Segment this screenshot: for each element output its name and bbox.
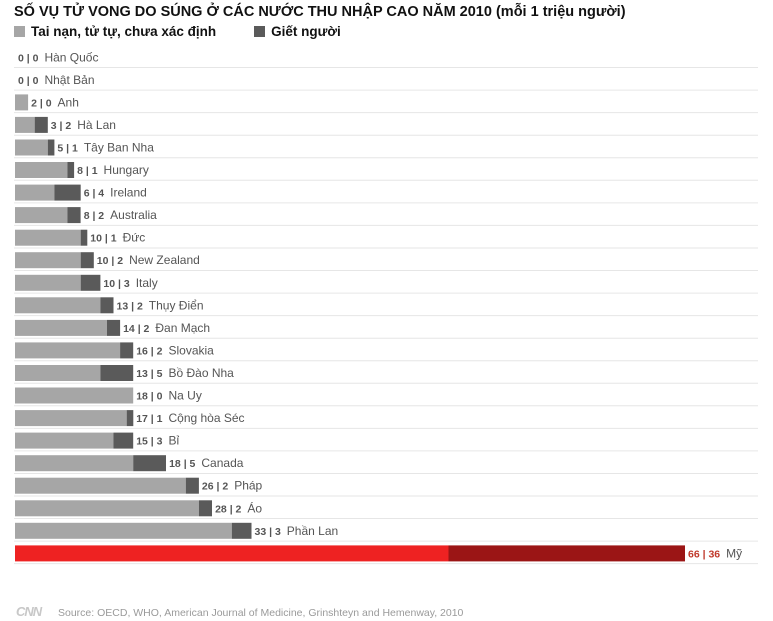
data-label-na-uy: 18 | 0 Na Uy (136, 389, 202, 403)
bar-accident-phap (15, 477, 186, 494)
bar-homicide-cong-hoa-sec (126, 410, 134, 427)
data-label-han-quoc: 0 | 0 Hàn Quốc (18, 50, 98, 64)
data-label-ao: 28 | 2 Áo (215, 500, 262, 515)
bar-homicide-new-zealand (80, 252, 94, 269)
data-label-tay-ban-nha: 5 | 1 Tây Ban Nha (57, 141, 154, 155)
data-label-nhat-ban: 0 | 0 Nhật Bản (18, 73, 95, 87)
legend-label-accident: Tai nạn, tử tự, chưa xác định (31, 24, 217, 39)
legend-swatch-homicide (254, 26, 266, 37)
legend-item-accident: Tai nạn, tử tự, chưa xác định (14, 24, 216, 39)
legend-item-homicide: Giết người (254, 24, 341, 39)
bar-accident-phan-lan (15, 522, 232, 539)
source-note: Source: OECD, WHO, American Journal of M… (58, 607, 464, 619)
data-label-ha-lan: 3 | 2 Hà Lan (51, 118, 116, 132)
bar-homicide-australia (67, 207, 81, 224)
data-label-australia: 8 | 2 Australia (84, 208, 157, 222)
data-label-italy: 10 | 3 Italy (103, 276, 157, 290)
bar-accident-australia (15, 207, 68, 224)
data-label-bo-dao-nha: 13 | 5 Bồ Đào Nha (136, 366, 234, 380)
bar-accident-duc (15, 229, 81, 246)
legend-label-homicide: Giết người (271, 24, 341, 39)
data-label-phap: 26 | 2 Pháp (202, 479, 263, 493)
bar-accident-canada (15, 455, 134, 472)
bar-accident-italy (15, 274, 81, 291)
bar-homicide-italy (80, 274, 101, 291)
data-label-hungary: 8 | 1 Hungary (77, 163, 149, 177)
data-label-slovakia: 16 | 2 Slovakia (136, 343, 214, 357)
legend-swatch-accident (14, 26, 25, 37)
bar-accident-tay-ban-nha (15, 139, 48, 156)
data-label-ireland: 6 | 4 Ireland (84, 186, 147, 200)
bar-accident-ha-lan (15, 116, 35, 133)
bar-homicide-slovakia (120, 342, 134, 359)
bar-accident-na-uy (15, 387, 134, 404)
data-label-duc: 10 | 1 Đức (90, 231, 145, 245)
bar-homicide-tay-ban-nha (47, 139, 55, 156)
bar-accident-cong-hoa-sec (15, 410, 127, 427)
bar-homicide-bi (113, 432, 134, 449)
bar-accident-slovakia (15, 342, 121, 359)
bar-accident-anh (15, 94, 29, 111)
legend: Tai nạn, tử tự, chưa xác định Giết người (14, 24, 379, 39)
bar-homicide-ireland (54, 184, 81, 201)
data-label-canada: 18 | 5 Canada (169, 456, 244, 470)
bar-homicide-ha-lan (34, 116, 48, 133)
bar-homicide-phan-lan (231, 522, 252, 539)
data-label-cong-hoa-sec: 17 | 1 Cộng hòa Séc (136, 411, 244, 425)
data-label-bi: 15 | 3 Bỉ (136, 434, 179, 448)
data-label-thuy-dien: 13 | 2 Thụy Điển (117, 298, 204, 312)
bar-homicide-ao (198, 500, 212, 517)
bar-homicide-bo-dao-nha (100, 365, 134, 381)
cnn-logo: CNN (16, 604, 42, 619)
bar-homicide-canada (133, 455, 166, 472)
data-label-new-zealand: 10 | 2 New Zealand (97, 253, 200, 267)
bar-homicide-duc (80, 229, 88, 246)
bar-homicide-hungary (67, 162, 75, 178)
bar-accident-ireland (15, 184, 55, 201)
bar-accident-dan-mach (15, 319, 107, 336)
bar-homicide-thuy-dien (100, 297, 114, 314)
data-label-anh: 2 | 0 Anh (31, 95, 79, 109)
bar-homicide-phap (185, 477, 199, 494)
bar-accident-my (15, 545, 449, 562)
data-label-my: 66 | 36 Mỹ (688, 546, 742, 560)
bar-accident-bi (15, 432, 114, 449)
bar-homicide-dan-mach (107, 319, 121, 336)
bar-accident-new-zealand (15, 252, 81, 269)
bar-accident-hungary (15, 162, 68, 178)
chart-title: SỐ VỤ TỬ VONG DO SÚNG Ở CÁC NƯỚC THU NHẬ… (14, 4, 626, 20)
data-label-phan-lan: 33 | 3 Phần Lan (255, 524, 339, 538)
bar-accident-ao (15, 500, 199, 517)
bar-accident-thuy-dien (15, 297, 101, 314)
bar-accident-bo-dao-nha (15, 365, 101, 381)
bar-homicide-my (448, 545, 685, 562)
data-label-dan-mach: 14 | 2 Đan Mạch (123, 321, 210, 335)
